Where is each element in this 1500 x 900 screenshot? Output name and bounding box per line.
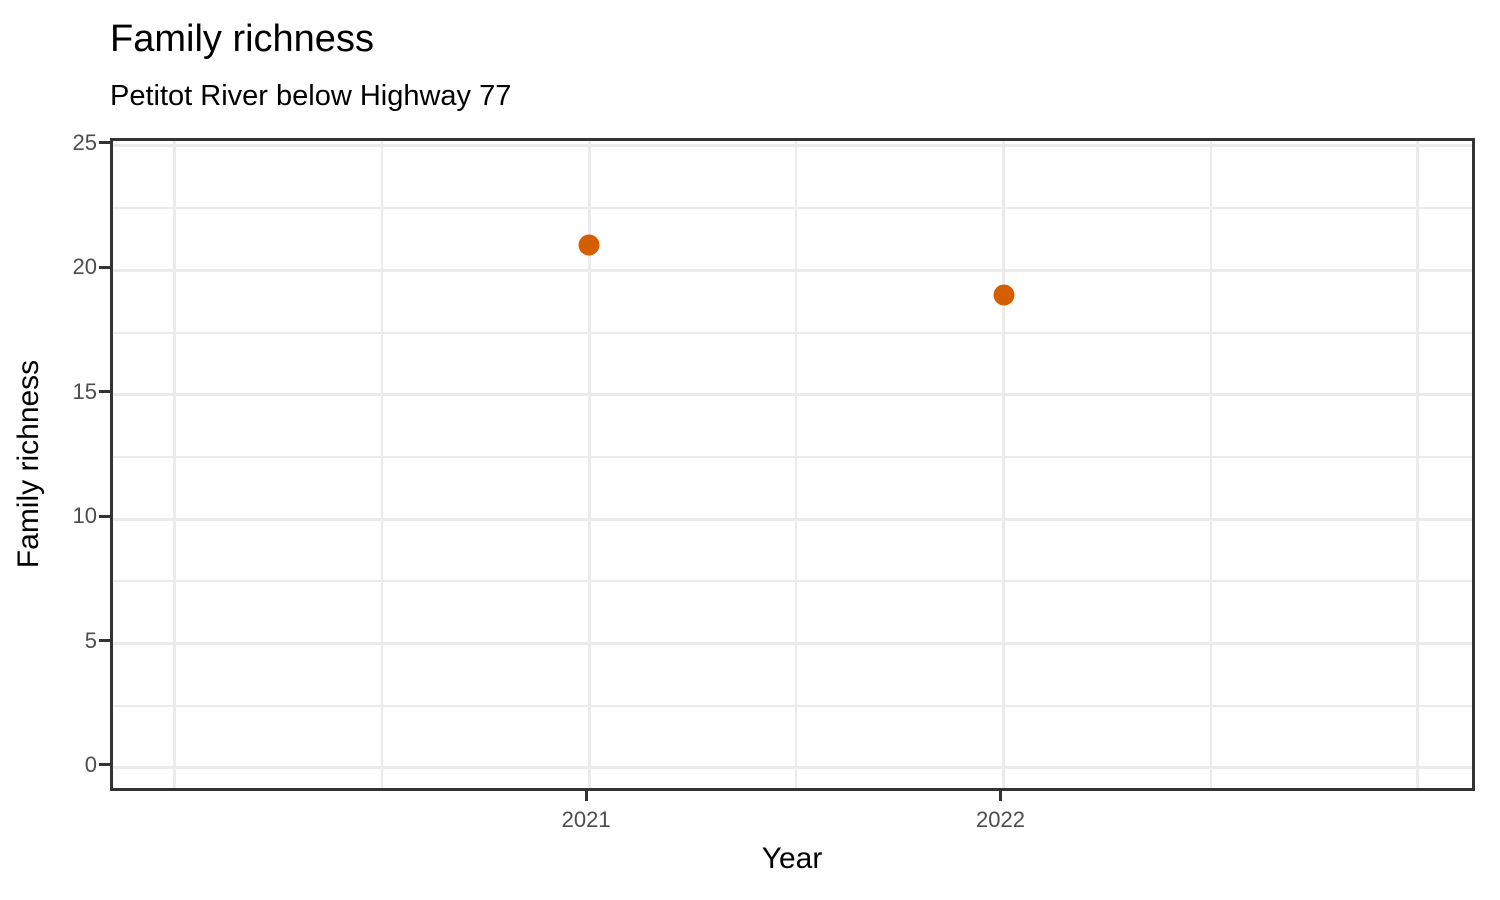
y-axis-title: Family richness <box>12 359 45 569</box>
y-tick-label: 25 <box>72 129 97 155</box>
y-gridline-minor <box>113 207 1472 210</box>
y-tick-label: 0 <box>84 751 97 777</box>
y-gridline-major <box>113 144 1472 148</box>
y-gridline-minor <box>113 455 1472 458</box>
y-gridline-major <box>113 766 1472 770</box>
y-tick-label: 5 <box>84 627 97 653</box>
data-point <box>578 234 600 256</box>
x-gridline-major <box>587 141 591 788</box>
plot-panel <box>110 138 1475 791</box>
y-axis-tick <box>99 265 110 269</box>
y-tick-label: 15 <box>72 378 97 404</box>
x-tick-label: 2022 <box>976 807 1025 832</box>
x-axis-title: Year <box>761 842 823 875</box>
x-tick-label: 2021 <box>561 807 611 832</box>
chart-title: Family richness <box>110 18 374 60</box>
x-gridline-minor <box>1209 141 1212 788</box>
x-axis-tick <box>999 791 1003 801</box>
y-tick-label: 10 <box>72 503 97 529</box>
chart-subtitle: Petitot River below Highway 77 <box>110 80 512 112</box>
y-tick-label: 20 <box>72 254 97 280</box>
y-axis-tick <box>99 763 110 767</box>
y-gridline-minor <box>113 704 1472 707</box>
y-axis-tick <box>99 390 110 394</box>
y-gridline-minor <box>113 331 1472 334</box>
y-axis-tick <box>99 141 110 145</box>
x-gridline-major <box>1002 141 1006 788</box>
x-gridline-minor <box>380 141 383 788</box>
x-axis-tick <box>584 791 588 801</box>
y-gridline-major <box>113 268 1472 272</box>
y-axis-tick <box>99 514 110 518</box>
y-gridline-major <box>113 393 1472 397</box>
x-gridline-minor <box>795 141 798 788</box>
y-gridline-minor <box>113 580 1472 583</box>
x-gridline-major <box>1416 141 1420 788</box>
y-axis-tick <box>99 639 110 643</box>
data-point <box>993 284 1015 306</box>
x-gridline-major <box>173 141 177 788</box>
y-gridline-major <box>113 642 1472 646</box>
y-gridline-major <box>113 517 1472 521</box>
